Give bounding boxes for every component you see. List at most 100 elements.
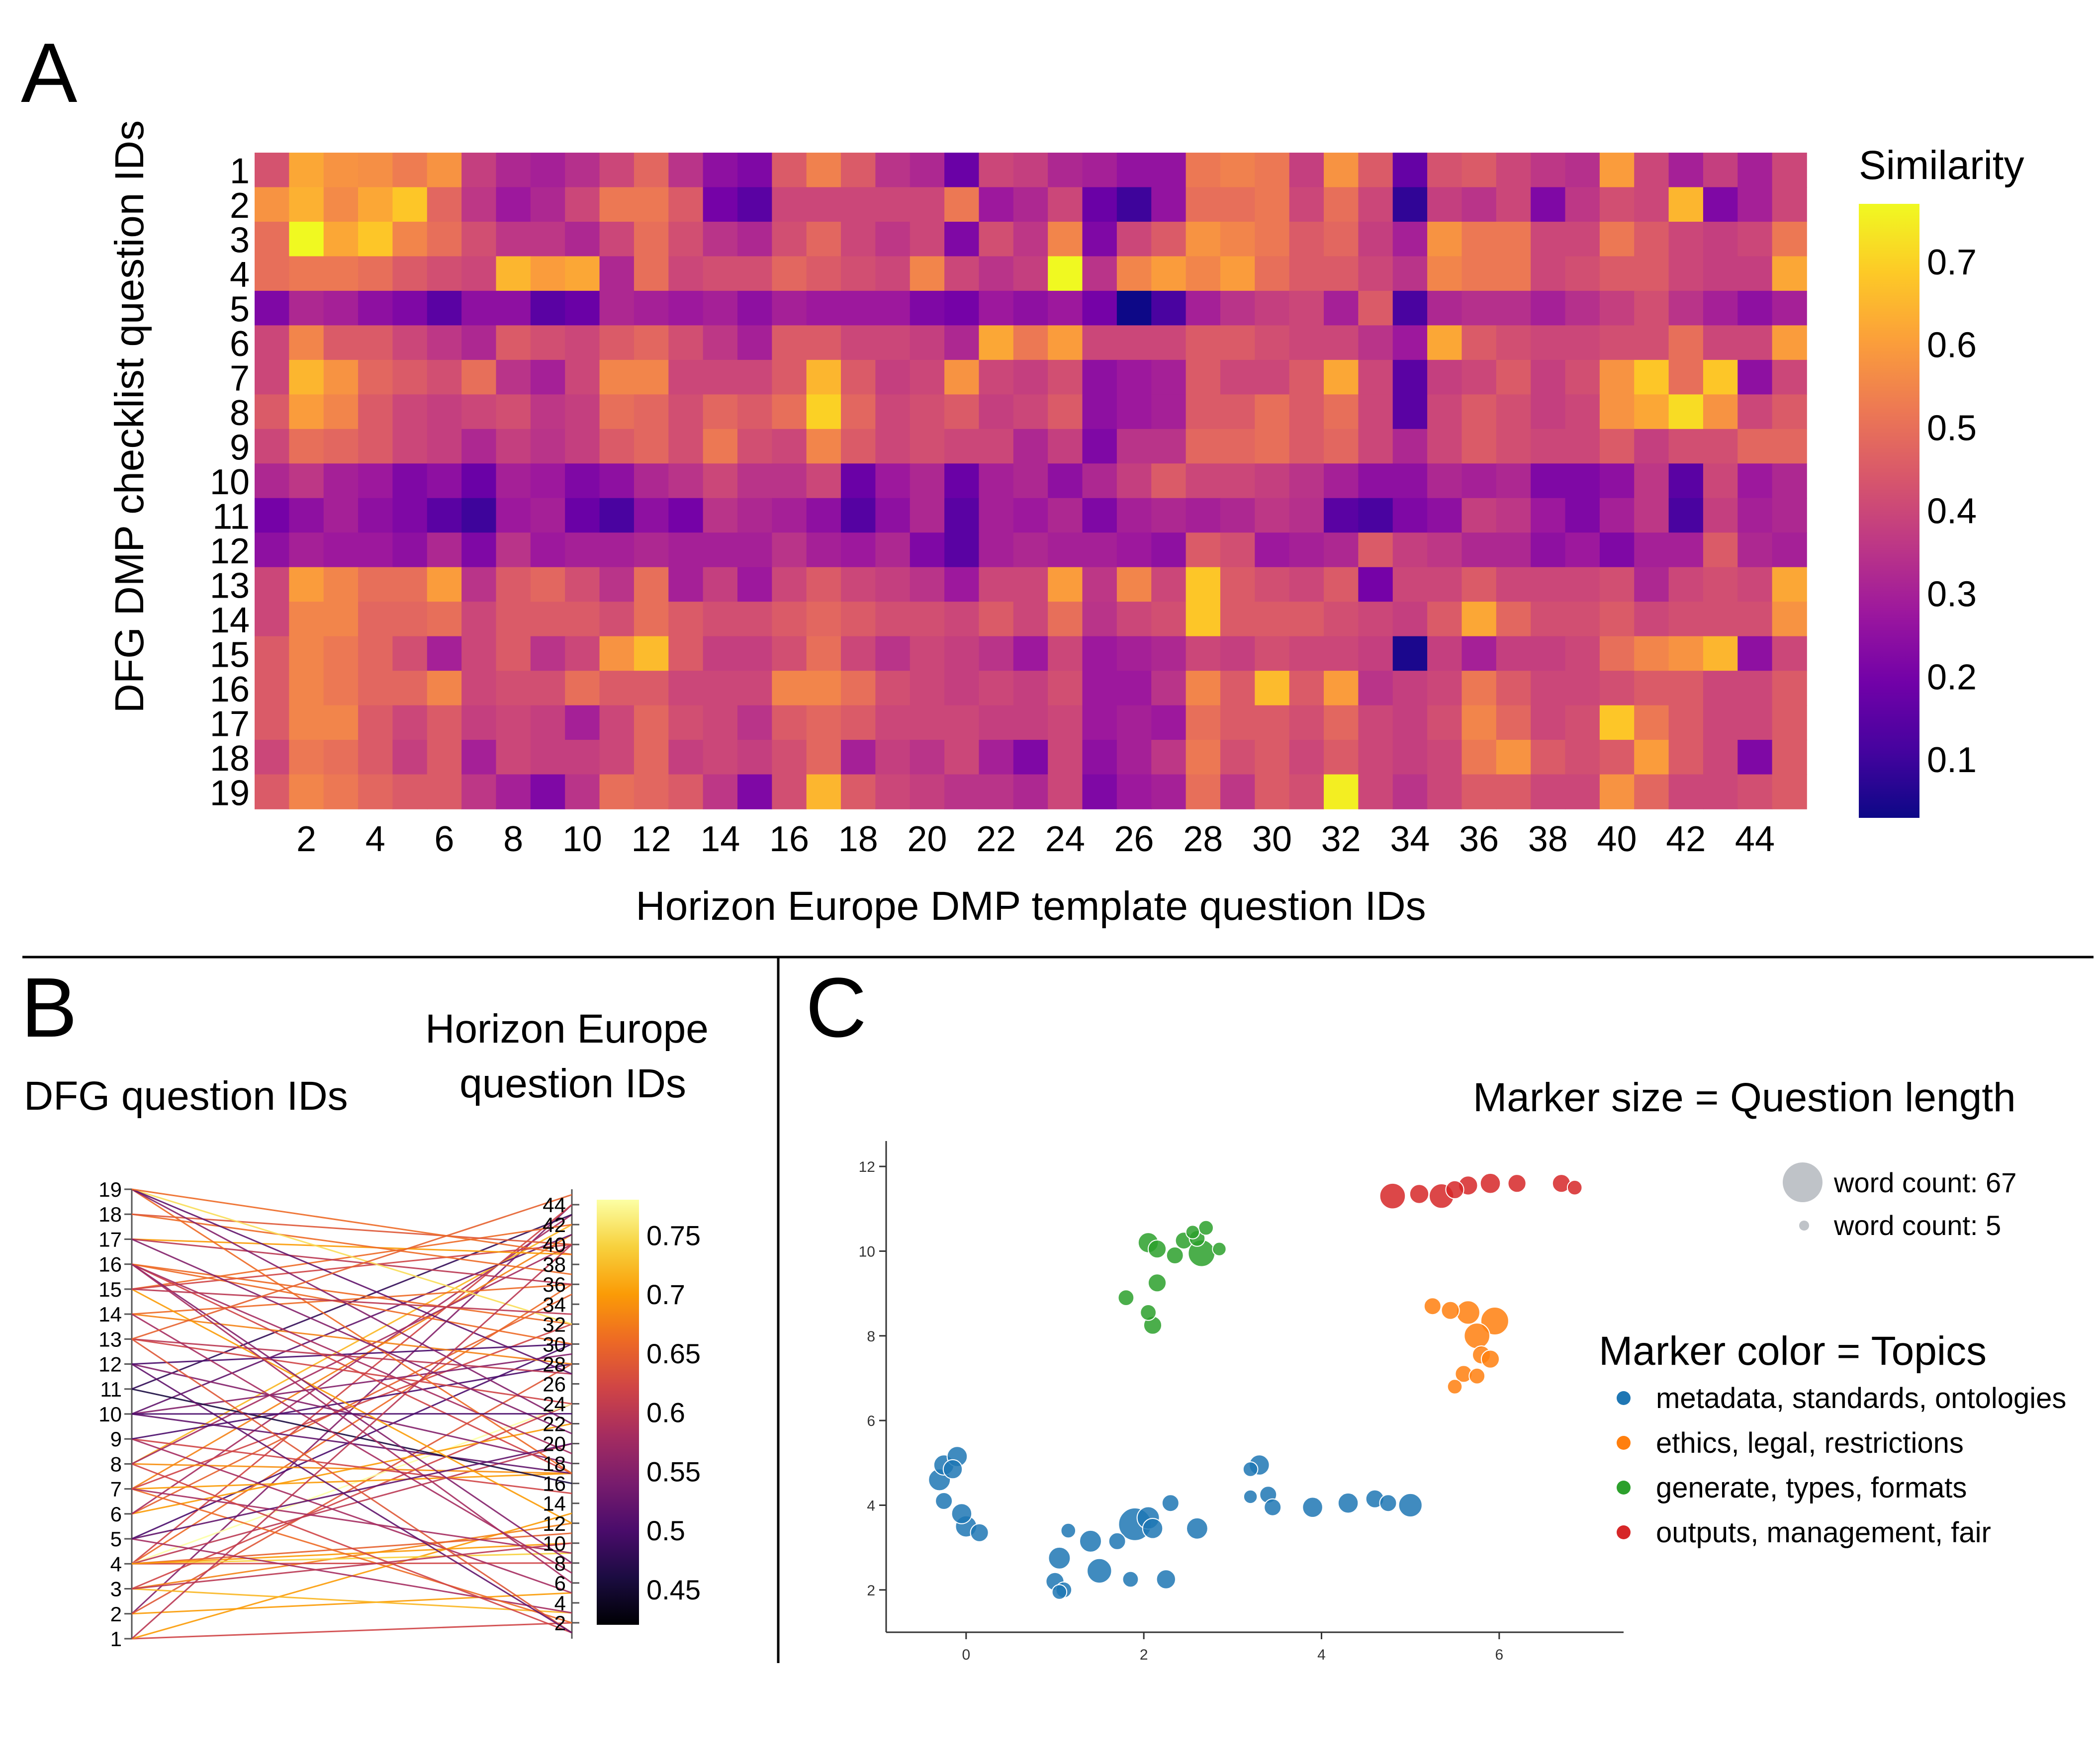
heatmap-cell bbox=[599, 290, 635, 326]
heatmap-cell bbox=[1048, 221, 1083, 257]
heatmap-cell bbox=[1668, 325, 1704, 360]
heatmap-cell bbox=[1599, 671, 1635, 706]
heatmap-cell bbox=[1220, 740, 1256, 775]
heatmap-cell bbox=[1703, 602, 1738, 637]
heatmap-cell bbox=[841, 532, 876, 568]
heatmap-cell bbox=[1324, 429, 1359, 464]
parallel-right-tick-label: 8 bbox=[554, 1552, 566, 1575]
heatmap-cell bbox=[255, 636, 290, 671]
heatmap-cell bbox=[289, 671, 324, 706]
heatmap-cell bbox=[427, 671, 462, 706]
heatmap-cell bbox=[1013, 429, 1048, 464]
heatmap-cell bbox=[1737, 153, 1773, 188]
heatmap-cell bbox=[1220, 359, 1256, 395]
heatmap-cell bbox=[496, 498, 531, 533]
heatmap-cell bbox=[1220, 256, 1256, 291]
parallel-colorbar bbox=[597, 1200, 639, 1625]
heatmap-cell bbox=[841, 256, 876, 291]
scatter-point bbox=[1264, 1498, 1282, 1516]
heatmap-colorbar-ticks: 0.1 0.2 0.3 0.4 0.5 0.6 0.7 bbox=[1927, 243, 1977, 780]
heatmap-cell bbox=[1324, 359, 1359, 395]
parallel-link bbox=[131, 1353, 572, 1415]
heatmap-cell bbox=[1531, 187, 1566, 222]
heatmap-cell bbox=[1220, 567, 1256, 602]
heatmap-cell bbox=[461, 290, 497, 326]
heatmap-cell bbox=[875, 463, 911, 499]
heatmap-cell bbox=[427, 153, 462, 188]
heatmap-cell bbox=[1013, 463, 1048, 499]
parallel-left-tick-label: 16 bbox=[98, 1253, 122, 1276]
heatmap-cell bbox=[358, 740, 393, 775]
heatmap-cell bbox=[1634, 359, 1669, 395]
scatter-point bbox=[1445, 1180, 1464, 1199]
heatmap-cell bbox=[1737, 187, 1773, 222]
heatmap-cell bbox=[1358, 256, 1393, 291]
heatmap-cell bbox=[496, 429, 531, 464]
heatmap-cell bbox=[392, 153, 428, 188]
heatmap-cell bbox=[1255, 602, 1290, 637]
heatmap-cell bbox=[737, 153, 773, 188]
heatmap-y-axis-label: DFG DMP checklist question IDs bbox=[107, 120, 152, 713]
heatmap-cell bbox=[1082, 532, 1117, 568]
heatmap-cell bbox=[1151, 671, 1186, 706]
heatmap-cell bbox=[1703, 221, 1738, 257]
heatmap-cell bbox=[979, 394, 1014, 430]
heatmap-cell bbox=[1013, 498, 1048, 533]
heatmap-cell bbox=[255, 671, 290, 706]
heatmap-cell bbox=[979, 774, 1014, 809]
heatmap-cell bbox=[1772, 429, 1807, 464]
heatmap-cell bbox=[1013, 636, 1048, 671]
heatmap-cell bbox=[875, 498, 911, 533]
heatmap-cell bbox=[1461, 740, 1497, 775]
heatmap-cell bbox=[427, 740, 462, 775]
heatmap-cell bbox=[530, 394, 565, 430]
heatmap-cell bbox=[565, 290, 600, 326]
heatmap-cell bbox=[565, 153, 600, 188]
scatter-y-tick-label: 8 bbox=[867, 1328, 875, 1345]
heatmap-cell bbox=[1358, 187, 1393, 222]
parallel-colorbar-ticks: 0.45 0.5 0.55 0.6 0.65 0.7 0.75 bbox=[646, 1220, 701, 1605]
heatmap-cell bbox=[289, 394, 324, 430]
heatmap-cell bbox=[496, 394, 531, 430]
parallel-link bbox=[131, 1188, 572, 1474]
heatmap-cell bbox=[1496, 256, 1531, 291]
heatmap-cell bbox=[1737, 359, 1773, 395]
heatmap-cell bbox=[1772, 532, 1807, 568]
heatmap-y-tick-label: 14 bbox=[210, 601, 250, 640]
heatmap-cell bbox=[875, 774, 911, 809]
heatmap-cell bbox=[255, 705, 290, 740]
heatmap-cell bbox=[979, 359, 1014, 395]
heatmap-cell bbox=[461, 325, 497, 360]
heatmap-cell bbox=[1772, 290, 1807, 326]
scatter-point bbox=[1147, 1239, 1167, 1259]
heatmap-cell bbox=[1186, 498, 1221, 533]
heatmap-cell bbox=[668, 325, 704, 360]
heatmap-cell bbox=[1255, 705, 1290, 740]
heatmap-cell bbox=[1289, 671, 1324, 706]
heatmap-cell bbox=[1427, 325, 1462, 360]
parallel-left-tick-label: 12 bbox=[98, 1353, 122, 1376]
heatmap-y-tick-label: 2 bbox=[230, 186, 250, 226]
heatmap-x-tick-label: 6 bbox=[434, 819, 454, 859]
scatter-point bbox=[970, 1523, 989, 1542]
heatmap-cell bbox=[1496, 429, 1531, 464]
heatmap-cell bbox=[1668, 429, 1704, 464]
heatmap-cell bbox=[1772, 567, 1807, 602]
heatmap-cell bbox=[737, 463, 773, 499]
heatmap-cell bbox=[1427, 256, 1462, 291]
heatmap-cell bbox=[875, 705, 911, 740]
heatmap-cell bbox=[1668, 256, 1704, 291]
heatmap-cell bbox=[1186, 602, 1221, 637]
parallel-right-tick-label: 14 bbox=[543, 1492, 566, 1515]
heatmap-cell bbox=[1737, 221, 1773, 257]
heatmap-cell bbox=[1531, 394, 1566, 430]
heatmap-cell bbox=[323, 463, 359, 499]
parallel-left-tick-label: 18 bbox=[98, 1203, 122, 1226]
heatmap-cell bbox=[599, 325, 635, 360]
heatmap-cell bbox=[841, 290, 876, 326]
heatmap-cell bbox=[1392, 774, 1428, 809]
heatmap-cell bbox=[255, 429, 290, 464]
heatmap-cell bbox=[668, 774, 704, 809]
heatmap-cell bbox=[910, 705, 945, 740]
heatmap-cell bbox=[1737, 636, 1773, 671]
